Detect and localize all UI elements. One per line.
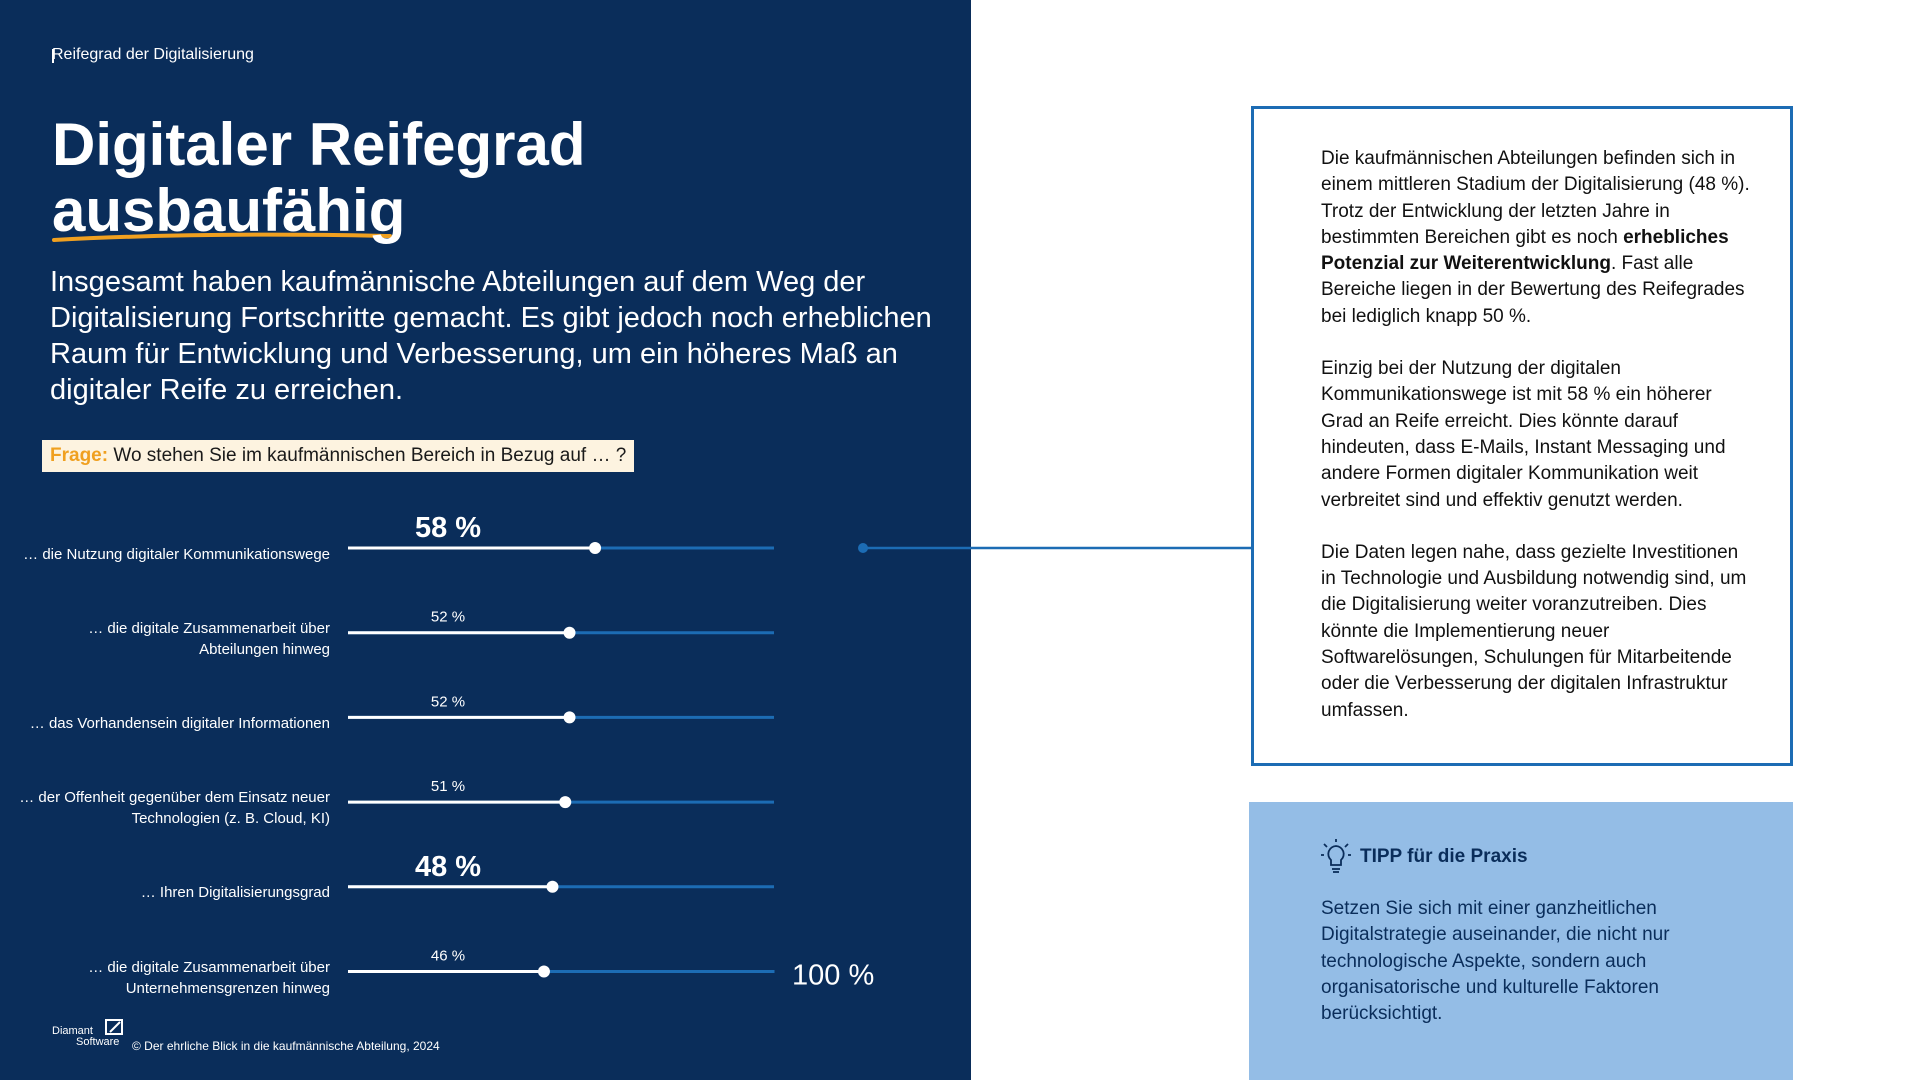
category-label: … Ihren Digitalisierungsgrad — [140, 884, 330, 902]
bar-dot — [546, 880, 559, 893]
value-label: 48 % — [415, 851, 481, 883]
text-box — [1251, 106, 1793, 766]
title-underline — [52, 232, 392, 242]
title-line: ausbaufähig — [52, 177, 406, 244]
value-label: 46 % — [431, 948, 465, 965]
category-label: … das Vorhandensein digitaler Informatio… — [29, 714, 330, 732]
value-label: 51 % — [431, 778, 465, 795]
category-label: … die digitale Zusammenarbeit über Abtei… — [88, 619, 330, 658]
bulb-icon — [1321, 839, 1351, 873]
bar-dot — [559, 796, 572, 809]
bar-dot — [563, 711, 576, 724]
title: Digitaler Reifegrad ausbaufähig — [52, 112, 585, 244]
bold-text: erhebliches Potenzial zur Weiterentwickl… — [1321, 226, 1729, 275]
question-text: Wo stehen Sie im kaufmännischen Bereich … — [113, 445, 627, 466]
connector-dot — [858, 543, 868, 553]
text: . Fast alle Bereiche liegen in der Bewer… — [1321, 253, 1745, 327]
category-label: … die digitale Zusammenarbeit über Unter… — [88, 958, 330, 997]
value-label: 52 % — [431, 693, 465, 710]
section-label: Reifegrad der Digitalisierung — [52, 46, 254, 63]
paragraph: Die Daten legen nahe, dass gezielte Inve… — [1321, 541, 1747, 721]
bar-dot — [537, 965, 550, 978]
text: Die kaufmännischen Abteilungen befinden … — [1321, 148, 1750, 248]
left-panel — [0, 0, 971, 1080]
logo-line: Software — [76, 1036, 120, 1048]
logo-mark — [105, 1019, 123, 1035]
title-line: Digitaler Reifegrad — [52, 111, 586, 178]
logo-line: Diamant — [52, 1025, 93, 1037]
paragraph: Die kaufmännischen Abteilungen befinden … — [1321, 146, 1753, 330]
tip-text: Setzen Sie sich mit einer ganzheitlichen… — [1321, 898, 1670, 1025]
bar-dot — [563, 626, 576, 639]
paragraph: Einzig bei der Nutzung der digitalen Kom… — [1321, 358, 1726, 511]
value-label: 52 % — [431, 609, 465, 626]
x-tick-label: 100 % — [792, 960, 874, 992]
tip-box — [1249, 802, 1793, 1080]
category-label: … die Nutzung digitaler Kommunikationswe… — [23, 545, 330, 563]
question: Frage: Wo stehen Sie im kaufmännischen B… — [42, 440, 635, 472]
bar-dot — [589, 542, 602, 554]
category-label: … der Offenheit gegenüber dem Einsatz ne… — [19, 789, 330, 828]
body-text: Die kaufmännischen Abteilungen befinden … — [1321, 146, 1753, 750]
tip-title: TIPP für die Praxis — [1360, 846, 1528, 867]
copyright: © Der ehrliche Blick in die kaufmännisch… — [132, 1039, 440, 1053]
logo: Diamant Software — [52, 1026, 119, 1048]
lead-text: Insgesamt haben kaufmännische Abteilunge… — [50, 266, 932, 406]
value-label: 58 % — [415, 512, 481, 544]
question-label: Frage: — [50, 445, 109, 466]
